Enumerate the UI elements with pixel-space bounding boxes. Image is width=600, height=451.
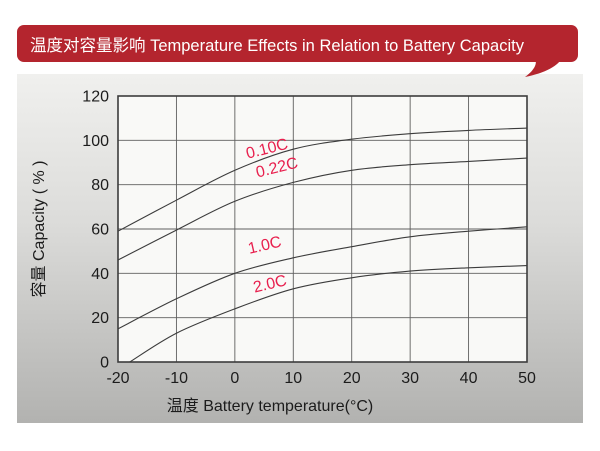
x-tick-label: 40 xyxy=(460,370,478,387)
plot-border xyxy=(117,95,528,363)
x-tick-label: 20 xyxy=(343,370,361,387)
y-tick-label: 60 xyxy=(91,222,109,239)
x-tick-label: 0 xyxy=(230,370,239,387)
y-axis-title: 容量 Capacity ( % ) xyxy=(30,161,48,298)
curve-0.10C xyxy=(117,127,528,232)
curve-0.22C xyxy=(117,157,528,261)
x-tick-label: 10 xyxy=(284,370,302,387)
y-tick-label: 0 xyxy=(100,355,109,372)
x-tick-label: 30 xyxy=(401,370,419,387)
chart-panel: 0.10C 0.22C 1.0C 2.0C 0 20 40 60 80 100 120 -20 -10 0… xyxy=(17,74,583,423)
x-axis-title: 温度 Battery temperature(°C) xyxy=(167,397,373,415)
x-tick-label: -10 xyxy=(165,370,188,387)
y-tick-label: 100 xyxy=(82,133,109,150)
y-tick-label: 20 xyxy=(91,310,109,327)
y-tick-label: 40 xyxy=(91,266,109,283)
x-tick-label: 50 xyxy=(518,370,536,387)
curve-1.0C xyxy=(117,226,528,330)
x-tick-label: -20 xyxy=(106,370,129,387)
y-tick-label: 120 xyxy=(82,89,109,106)
curve-2.0C xyxy=(129,265,528,363)
page-title: 温度对容量影响 Temperature Effects in Relation … xyxy=(30,36,524,55)
y-tick-label: 80 xyxy=(91,177,109,194)
title-banner: 温度对容量影响 Temperature Effects in Relation … xyxy=(17,25,578,62)
